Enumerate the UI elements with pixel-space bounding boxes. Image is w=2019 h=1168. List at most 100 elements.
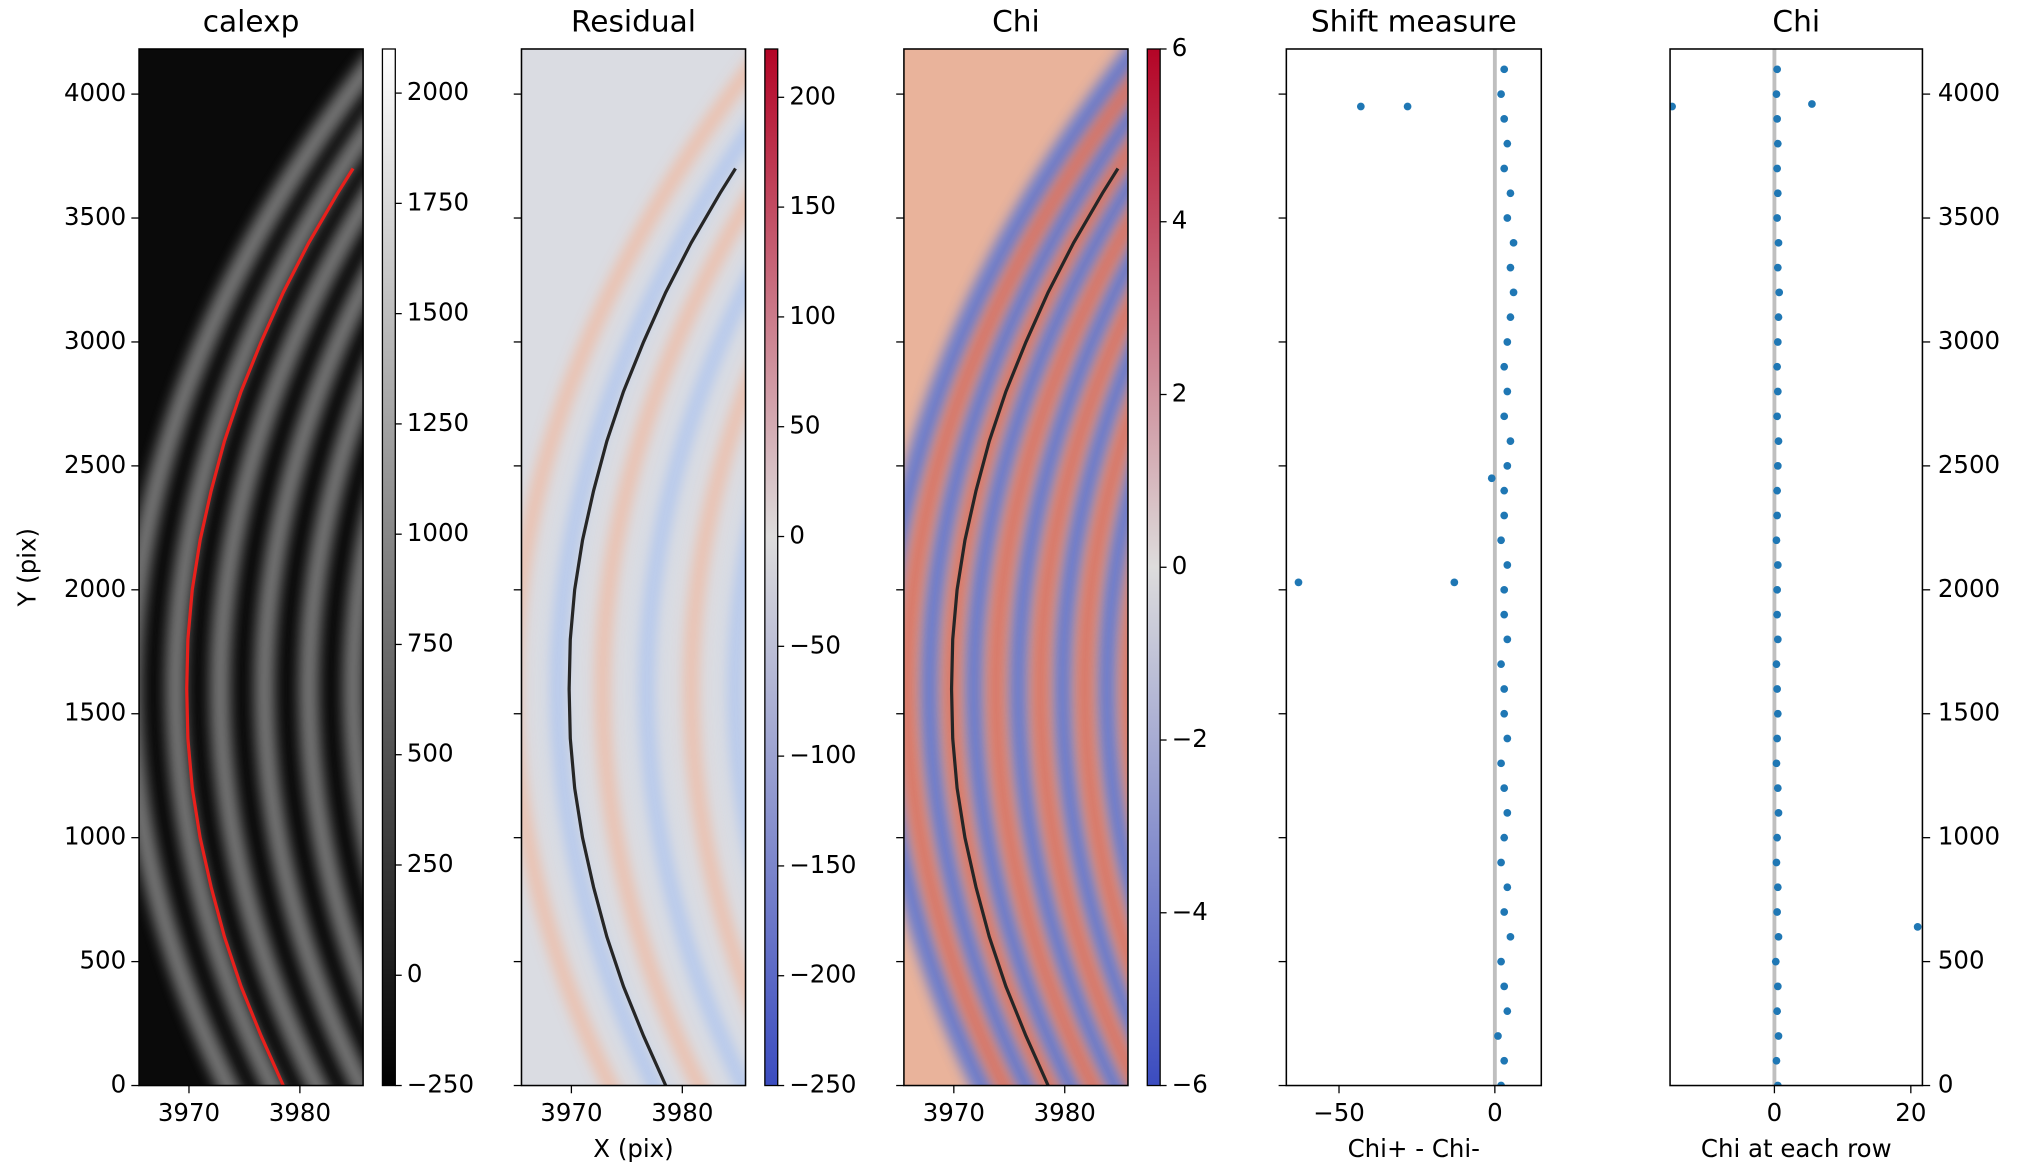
point xyxy=(1503,883,1512,892)
point xyxy=(1773,784,1782,792)
x-axis-label: X (pix) xyxy=(593,1134,673,1163)
plot-area xyxy=(1294,48,1518,1086)
axes-frame xyxy=(1285,48,1543,1087)
point xyxy=(1774,437,1783,445)
y-tick-label: 1000 xyxy=(64,822,126,851)
x-tick-label: 3980 xyxy=(269,1098,331,1127)
colorbar-tick-label: 0 xyxy=(789,521,805,550)
point xyxy=(1773,412,1782,421)
colorbar-tick-label: 200 xyxy=(789,81,836,110)
point xyxy=(1294,578,1303,587)
point xyxy=(1774,238,1783,247)
image-texture xyxy=(919,102,1128,1086)
point xyxy=(1773,462,1782,470)
plot-area xyxy=(903,48,1128,1086)
image-texture xyxy=(139,57,364,1086)
colorbar-tick-label: 500 xyxy=(407,739,454,768)
image-texture xyxy=(1007,244,1128,1086)
point xyxy=(1497,957,1505,966)
image-texture xyxy=(963,168,1128,1086)
point xyxy=(1403,102,1412,111)
point xyxy=(1500,115,1509,123)
point xyxy=(1773,511,1782,520)
x-tick-label: 20 xyxy=(1895,1098,1926,1127)
colorbar-tick-label: 250 xyxy=(407,849,454,878)
point xyxy=(1500,610,1509,619)
point xyxy=(1500,412,1509,421)
point xyxy=(1773,635,1782,644)
colorbar-tick-label: −2 xyxy=(1172,724,1208,753)
point xyxy=(1774,809,1783,817)
point xyxy=(1509,288,1518,297)
colorbar-tick-label: −200 xyxy=(789,960,856,989)
plot-area xyxy=(139,48,364,1086)
point xyxy=(1773,338,1782,346)
point xyxy=(1773,734,1782,743)
point xyxy=(1774,313,1783,322)
point xyxy=(1773,561,1782,569)
point xyxy=(1772,536,1781,545)
y-tick-label: 500 xyxy=(80,946,127,975)
point xyxy=(1773,908,1782,916)
colorbar-tick-label: −50 xyxy=(789,630,841,659)
point xyxy=(1503,635,1512,644)
panel-title: Shift measure xyxy=(1311,5,1517,39)
y-tick-label: 500 xyxy=(1938,946,1985,975)
y-tick-label: 4000 xyxy=(64,78,126,107)
point xyxy=(1500,908,1509,916)
colorbar-tick-label: −250 xyxy=(407,1070,474,1099)
axes-frame xyxy=(903,48,1129,1087)
point xyxy=(1494,1032,1502,1040)
point xyxy=(1913,923,1922,931)
image-texture xyxy=(1052,335,1128,1043)
point xyxy=(1500,1056,1509,1065)
y-tick-label: 0 xyxy=(111,1070,127,1099)
panel-title: Chi xyxy=(992,5,1040,39)
x-tick-label: 3980 xyxy=(651,1098,713,1127)
point xyxy=(1500,486,1509,495)
point xyxy=(1500,685,1509,693)
point xyxy=(1773,139,1782,148)
point xyxy=(1773,685,1782,693)
axes-frame xyxy=(1669,48,1924,1087)
point xyxy=(1773,65,1782,74)
image-texture xyxy=(903,48,1128,1086)
y-tick-label: 1500 xyxy=(1938,698,2000,727)
image-texture xyxy=(903,76,1128,1086)
point xyxy=(1497,1081,1505,1086)
point xyxy=(1773,1007,1782,1016)
x-tick-label: 0 xyxy=(1767,1098,1783,1127)
image-texture xyxy=(639,270,746,1086)
colorbar xyxy=(1146,48,1161,1087)
point xyxy=(1775,288,1784,297)
plot-area xyxy=(1670,48,1922,1086)
panel-title: Chi xyxy=(1772,5,1820,39)
curve xyxy=(949,167,1120,1086)
y-tick-label: 3500 xyxy=(64,202,126,231)
point xyxy=(1773,585,1782,594)
curve xyxy=(567,167,737,1086)
y-tick-label: 3000 xyxy=(1938,326,2000,355)
point xyxy=(1500,833,1509,842)
x-tick-label: 3970 xyxy=(923,1098,985,1127)
point xyxy=(1773,709,1782,718)
point xyxy=(1506,932,1515,941)
colorbar-tick-label: 1250 xyxy=(407,408,469,437)
point xyxy=(1772,1056,1781,1065)
point xyxy=(1356,102,1365,111)
colorbar-tick-label: −100 xyxy=(789,740,856,769)
point xyxy=(1497,536,1505,545)
image-texture xyxy=(988,209,1128,1086)
point xyxy=(1773,982,1782,991)
panel: −250 −200 −150 −100 −50 0 50 100 150 200 Residual 3… xyxy=(513,5,856,1163)
x-axis-label: Chi at each row xyxy=(1701,1134,1892,1163)
image-texture xyxy=(1096,461,1128,917)
axes-frame xyxy=(138,48,364,1087)
point xyxy=(1500,511,1509,520)
image-texture xyxy=(298,362,364,1016)
colorbar-tick-label: 50 xyxy=(789,411,820,440)
point xyxy=(1503,734,1512,743)
colorbar-tick-label: 150 xyxy=(789,191,836,220)
point xyxy=(1500,982,1509,991)
